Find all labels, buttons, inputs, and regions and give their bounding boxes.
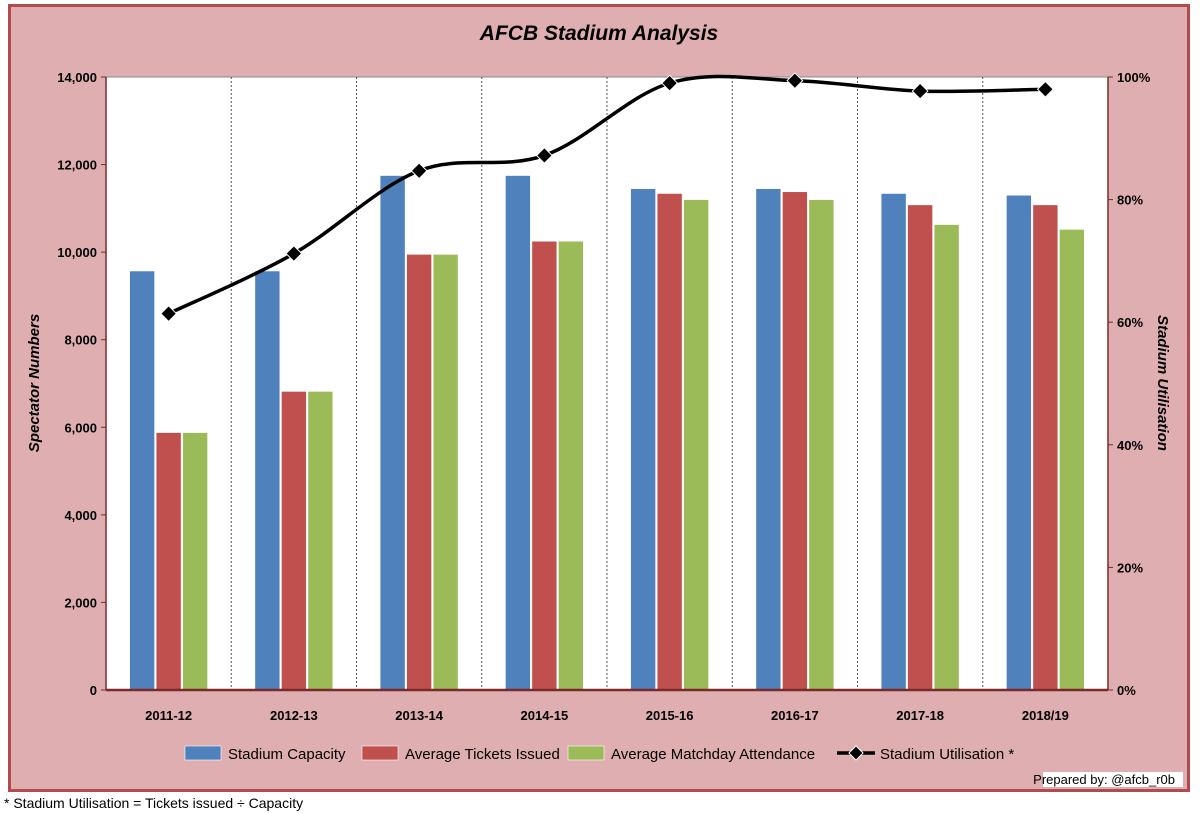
bar	[630, 188, 656, 691]
x-tick-label: 2013-14	[395, 708, 443, 723]
credit-box	[1043, 772, 1183, 787]
bar	[933, 224, 960, 691]
y-tick-label: 0	[90, 683, 97, 698]
legend: Stadium Capacity Average Tickets Issued Av…	[184, 745, 1014, 763]
x-tick-label: 2011-12	[145, 708, 192, 723]
utilisation-point	[535, 146, 553, 164]
legend-swatch	[184, 745, 222, 761]
y2-tick-label: 60%	[1117, 315, 1143, 330]
y-tick-label: 6,000	[64, 420, 97, 435]
bar	[129, 270, 155, 691]
utilisation-point	[1036, 80, 1054, 98]
bar	[432, 254, 459, 691]
y-axis-title: Spectator Numbers	[26, 314, 43, 452]
y-tick-label: 14,000	[57, 70, 97, 85]
x-tick-label: 2015-16	[646, 708, 694, 723]
bar	[505, 175, 531, 691]
y2-tick-label: 100%	[1117, 70, 1151, 85]
utilisation-point	[661, 74, 679, 92]
utilisation-point	[786, 72, 804, 90]
bar	[182, 432, 208, 691]
bar	[281, 391, 307, 691]
y-tick-label: 8,000	[64, 333, 97, 348]
y-tick-label: 12,000	[57, 158, 97, 173]
y-tick-label: 10,000	[57, 245, 97, 260]
bar	[406, 254, 432, 691]
legend-label: Average Matchday Attendance	[611, 746, 815, 763]
y2-tick-label: 40%	[1117, 438, 1143, 453]
bar	[683, 199, 709, 691]
footnote: * Stadium Utilisation = Tickets issued ÷…	[4, 795, 304, 811]
legend-swatch	[567, 745, 605, 761]
bar	[531, 240, 558, 691]
bar	[782, 191, 808, 691]
bar	[558, 240, 584, 691]
y-tick-label: 4,000	[64, 508, 97, 523]
x-tick-label: 2016-17	[771, 708, 819, 723]
bar	[307, 391, 334, 691]
legend-label: Average Tickets Issued	[405, 746, 560, 763]
x-tick-label: 2017-18	[896, 708, 944, 723]
legend-label: Stadium Capacity	[228, 746, 346, 763]
bar	[880, 193, 907, 691]
chart: AFCB Stadium Analysis 0 2,000 4,000 6,000 8,…	[26, 22, 1183, 787]
axes: 0 2,000 4,000 6,000 8,000 10,000 12,000 14,000 0…	[57, 70, 1150, 723]
chart-frame: AFCB Stadium Analysis 0 2,000 4,000 6,000 8,…	[8, 4, 1190, 792]
y2-tick-label: 20%	[1117, 560, 1143, 575]
bar	[1059, 229, 1085, 691]
y-tick-label: 2,000	[64, 595, 97, 610]
y2-axis-title: Stadium Utilisation	[1154, 315, 1171, 451]
utilisation-line	[160, 72, 1054, 323]
x-tick-label: 2012-13	[270, 708, 318, 723]
x-tick-label: 2018/19	[1022, 708, 1069, 723]
utilisation-point	[285, 245, 303, 263]
bar	[907, 204, 933, 691]
y2-tick-label: 80%	[1117, 193, 1143, 208]
bars	[129, 175, 1085, 691]
credit-text: Prepared by: @afcb_r0b	[1033, 772, 1175, 787]
bar	[155, 432, 182, 691]
bar	[656, 193, 683, 691]
utilisation-point	[160, 305, 178, 323]
utilisation-point	[911, 82, 929, 100]
legend-label: Stadium Utilisation *	[880, 746, 1014, 763]
bar	[254, 270, 281, 691]
x-tick-label: 2014-15	[521, 708, 569, 723]
bar	[755, 188, 782, 691]
legend-swatch-marker	[848, 745, 864, 761]
legend-swatch	[361, 745, 399, 761]
chart-title: AFCB Stadium Analysis	[479, 22, 718, 45]
utilisation-point	[410, 162, 428, 180]
y2-tick-label: 0%	[1117, 683, 1136, 698]
bar	[1032, 204, 1059, 691]
utilisation-curve	[167, 74, 1046, 316]
bar	[1006, 194, 1032, 691]
bar	[808, 199, 835, 691]
bar	[379, 175, 406, 691]
